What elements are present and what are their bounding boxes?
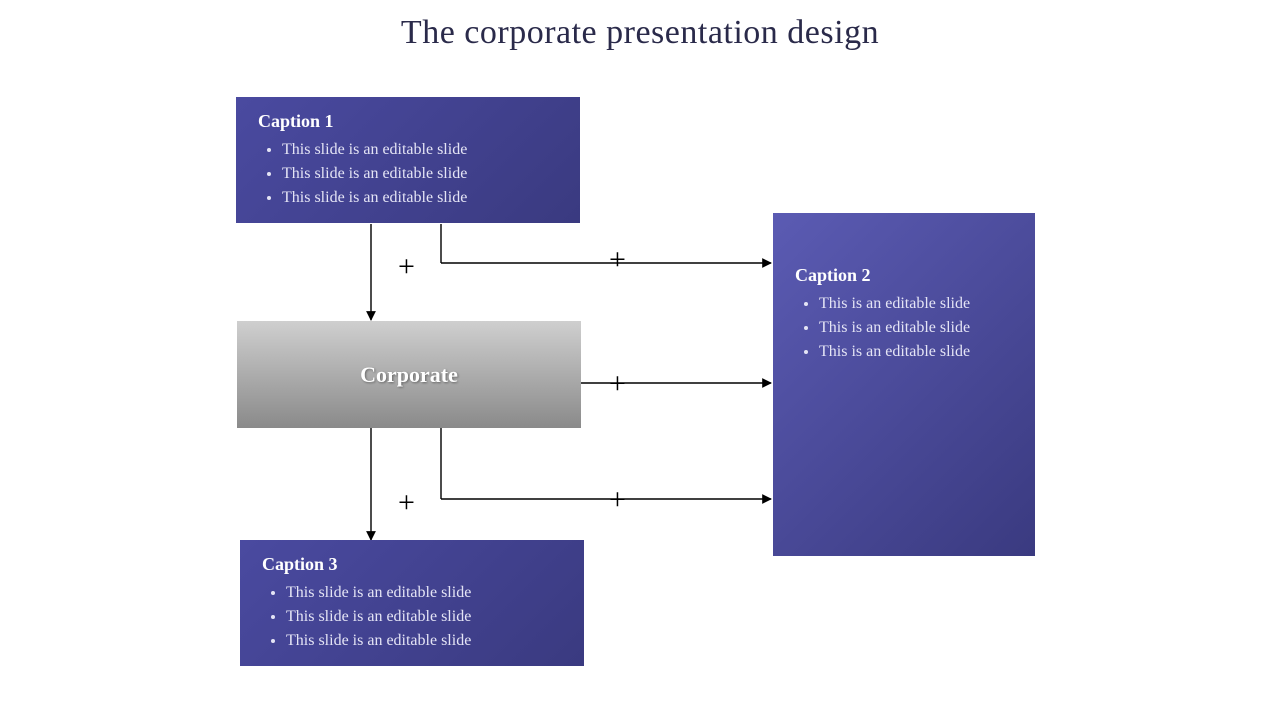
center-corporate-box: Corporate bbox=[237, 321, 581, 428]
list-item: This slide is an editable slide bbox=[286, 629, 562, 653]
caption-2-title: Caption 2 bbox=[795, 265, 1013, 286]
list-item: This slide is an editable slide bbox=[282, 162, 558, 186]
list-item: This slide is an editable slide bbox=[282, 186, 558, 210]
list-item: This is an editable slide bbox=[819, 316, 1013, 340]
list-item: This slide is an editable slide bbox=[286, 605, 562, 629]
plus-icon: + bbox=[609, 367, 626, 401]
caption-1-box: Caption 1 This slide is an editable slid… bbox=[236, 97, 580, 223]
plus-icon: + bbox=[398, 486, 415, 520]
caption-2-list: This is an editable slide This is an edi… bbox=[795, 292, 1013, 364]
slide-title: The corporate presentation design bbox=[0, 14, 1280, 52]
list-item: This is an editable slide bbox=[819, 292, 1013, 316]
caption-2-box: Caption 2 This is an editable slide This… bbox=[773, 213, 1035, 556]
caption-3-title: Caption 3 bbox=[262, 554, 562, 575]
list-item: This slide is an editable slide bbox=[286, 581, 562, 605]
plus-icon: + bbox=[609, 243, 626, 277]
diagram-stage: The corporate presentation design Captio… bbox=[0, 0, 1280, 720]
list-item: This is an editable slide bbox=[819, 340, 1013, 364]
caption-1-list: This slide is an editable slide This sli… bbox=[258, 138, 558, 210]
caption-3-list: This slide is an editable slide This sli… bbox=[262, 581, 562, 653]
plus-icon: + bbox=[609, 483, 626, 517]
connector-layer bbox=[0, 0, 1280, 720]
list-item: This slide is an editable slide bbox=[282, 138, 558, 162]
caption-3-box: Caption 3 This slide is an editable slid… bbox=[240, 540, 584, 666]
center-label: Corporate bbox=[360, 362, 458, 388]
caption-1-title: Caption 1 bbox=[258, 111, 558, 132]
plus-icon: + bbox=[398, 250, 415, 284]
